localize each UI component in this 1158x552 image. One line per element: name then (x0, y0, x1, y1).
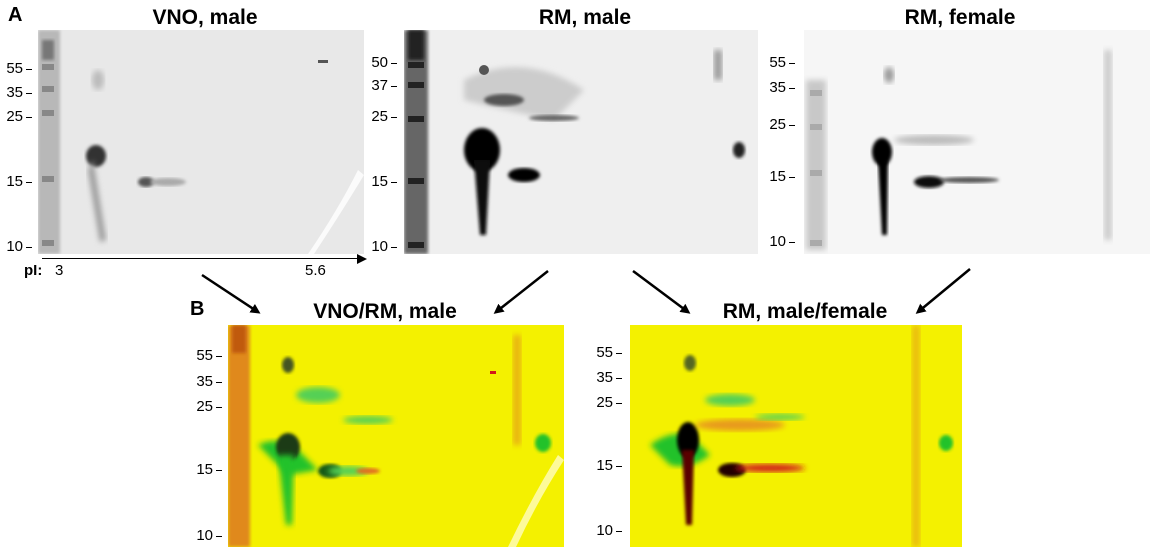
mw-label: 10 (367, 238, 397, 255)
mw-label: 55 (765, 54, 795, 71)
gel-image-rm-male (404, 30, 758, 254)
mw-label: 15 (2, 173, 32, 190)
arrow-icon (493, 270, 549, 314)
pi-axis-start: 3 (55, 262, 64, 279)
mw-label: 55 (592, 344, 622, 361)
mw-label: 25 (592, 394, 622, 411)
mw-label: 10 (592, 522, 622, 539)
panel-letter-b: B (190, 298, 205, 320)
pi-axis-line (42, 258, 364, 259)
arrow-right-icon (357, 254, 367, 264)
mw-label: 15 (192, 461, 222, 478)
mw-label: 55 (2, 60, 32, 77)
gel-title-rm-female: RM, female (904, 6, 1016, 29)
mw-label: 10 (765, 233, 795, 250)
gel-image-rm-female (804, 30, 1150, 254)
mw-label: 35 (592, 369, 622, 386)
mw-label: 25 (192, 398, 222, 415)
pi-axis-label: pI: (24, 262, 43, 279)
mw-label: 15 (592, 457, 622, 474)
mw-label: 35 (2, 84, 32, 101)
mw-label: 10 (2, 238, 32, 255)
mw-label: 15 (765, 168, 795, 185)
gel-image-vno-male (38, 30, 364, 254)
gel-title-rm-male-female: RM, male/female (722, 300, 888, 323)
gel-title-vno-male: VNO, male (152, 6, 258, 29)
mw-label: 37 (367, 77, 397, 94)
mw-label: 55 (192, 347, 222, 364)
arrow-icon (915, 268, 971, 314)
mw-label: 35 (192, 373, 222, 390)
mw-label: 50 (367, 54, 397, 71)
mw-label: 25 (2, 108, 32, 125)
mw-label: 25 (367, 108, 397, 125)
mw-label: 10 (192, 527, 222, 544)
mw-label: 25 (765, 116, 795, 133)
gel-title-rm-male: RM, male (538, 6, 632, 29)
pi-axis-end: 5.6 (305, 262, 326, 279)
mw-label: 35 (765, 79, 795, 96)
arrow-icon (632, 269, 691, 314)
overlay-gel-rm-male-female (630, 325, 962, 547)
gel-title-vno-rm-male: VNO/RM, male (313, 300, 457, 323)
arrow-icon (201, 273, 261, 314)
panel-letter-a: A (8, 4, 23, 26)
mw-label: 15 (367, 173, 397, 190)
overlay-gel-vno-rm-male (228, 325, 564, 547)
